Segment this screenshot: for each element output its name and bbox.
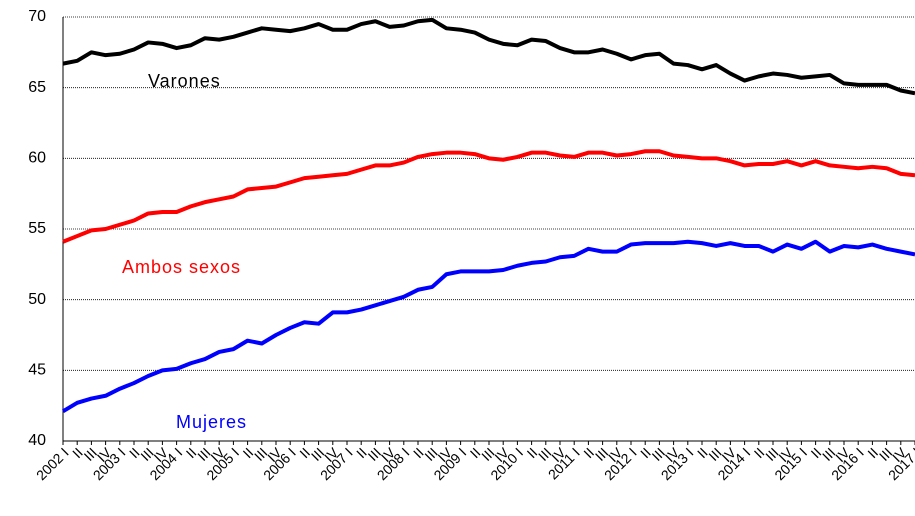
x-tick-label: 2006 I bbox=[260, 444, 299, 483]
series-line bbox=[62, 17, 915, 96]
x-tick-label: 2007 I bbox=[317, 444, 356, 483]
x-tick-label: 2009 I bbox=[430, 444, 469, 483]
x-tick-label: 2016 I bbox=[828, 444, 867, 483]
x-tick-label: 2005 I bbox=[203, 444, 242, 483]
series-line bbox=[61, 239, 915, 414]
x-tick-label: 2002 I bbox=[33, 444, 72, 483]
x-tick-label: 2010 I bbox=[487, 444, 526, 483]
y-tick-label: 60 bbox=[28, 150, 46, 167]
series-label: Varones bbox=[148, 71, 221, 91]
x-tick-label: 2013 I bbox=[658, 444, 697, 483]
x-tick-label: 2004 I bbox=[146, 444, 185, 483]
y-tick-label: 65 bbox=[28, 79, 46, 96]
series-label: Ambos sexos bbox=[122, 257, 241, 277]
x-tick-label: 2015 I bbox=[771, 444, 810, 483]
x-tick-label: 2008 I bbox=[374, 444, 413, 483]
y-tick-label: 70 bbox=[28, 8, 46, 25]
y-tick-label: 55 bbox=[28, 220, 46, 237]
x-tick-label: 2012 I bbox=[601, 444, 640, 483]
y-tick-label: 40 bbox=[28, 432, 46, 449]
x-tick-label: 2014 I bbox=[714, 444, 753, 483]
y-tick-label: 50 bbox=[28, 291, 46, 308]
y-tick-label: 45 bbox=[28, 362, 46, 379]
series-label: Mujeres bbox=[176, 412, 247, 432]
series-line bbox=[62, 149, 915, 244]
x-tick-label: 2003 I bbox=[90, 444, 129, 483]
